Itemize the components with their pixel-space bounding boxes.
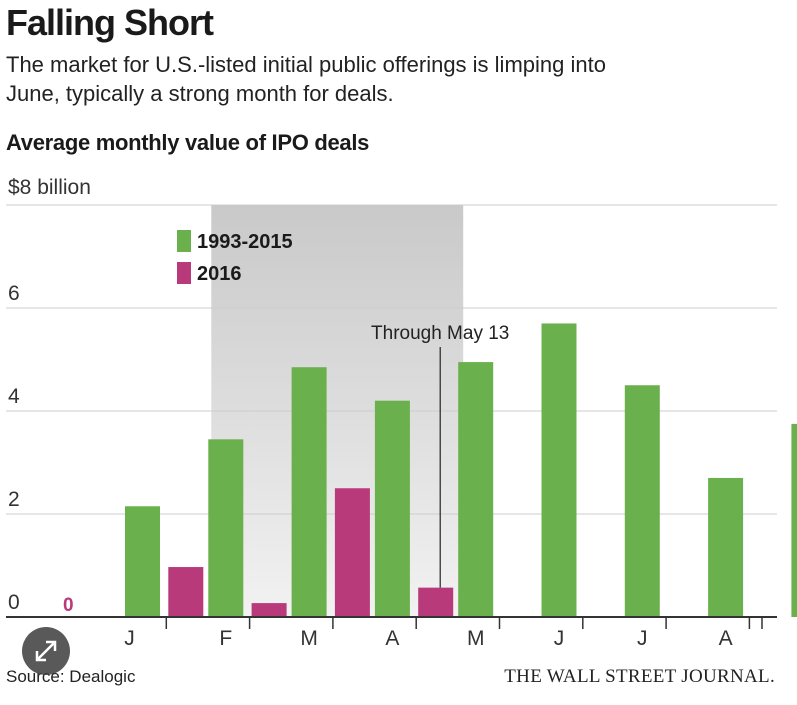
x-tick-label: A [719, 627, 733, 650]
chart-heading: Average monthly value of IPO deals [6, 130, 370, 155]
bar-1993-2015 [458, 362, 494, 617]
bar-2016 [168, 567, 204, 617]
legend-label-2016: 2016 [197, 263, 242, 285]
bar-1993-2015 [791, 423, 797, 617]
y-tick-label: 2 [8, 488, 20, 511]
bar-1993-2015 [708, 477, 744, 617]
x-tick-label: M [300, 627, 318, 650]
legend-label-1993-2015: 1993-2015 [197, 231, 293, 253]
bar-1993-2015 [291, 367, 327, 617]
y-tick-label: 4 [8, 385, 20, 408]
annotation-through-may-13: Through May 13 [371, 323, 509, 344]
expand-button[interactable] [22, 627, 70, 675]
bar-2016 [334, 488, 370, 617]
bar-1993-2015 [374, 400, 410, 617]
legend-swatch-1993-2015 [177, 230, 191, 252]
page-title: Falling Short [6, 2, 214, 43]
expand-arrows-icon [35, 640, 57, 662]
page-subtitle: The market for U.S.-listed initial publi… [6, 52, 606, 106]
x-tick-label: M [467, 627, 485, 650]
y-tick-label: 0 [8, 591, 20, 614]
data-label-zero: 0 [63, 595, 74, 616]
x-tick-label: F [219, 627, 232, 650]
bar-1993-2015 [125, 506, 160, 617]
legend-swatch-2016 [177, 262, 191, 284]
publisher-logo: THE WALL STREET JOURNAL. [504, 666, 775, 687]
bar-2016 [251, 603, 287, 617]
bar-1993-2015 [541, 323, 577, 617]
y-axis-top-label: $8 billion [8, 176, 91, 199]
x-tick-label: A [385, 627, 399, 650]
x-tick-label: J [637, 627, 648, 650]
bar-2016 [418, 587, 454, 617]
x-tick-label: J [554, 627, 565, 650]
bar-1993-2015 [624, 385, 660, 617]
bar-1993-2015 [208, 439, 244, 617]
y-tick-label: 6 [8, 282, 20, 305]
x-tick-label: J [124, 627, 135, 650]
